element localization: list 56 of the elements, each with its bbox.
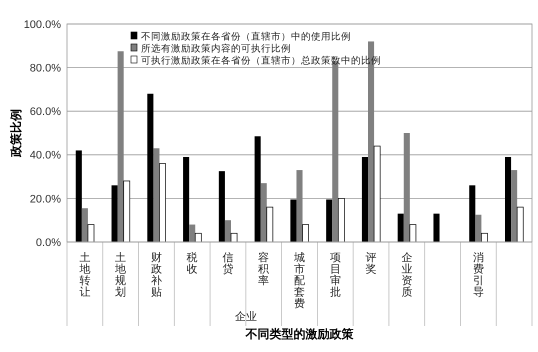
bar — [398, 214, 404, 242]
bar — [88, 224, 94, 242]
y-tick-label: 100.0% — [24, 18, 62, 31]
x-tick-label: 信贷 — [222, 252, 234, 276]
bar — [260, 183, 267, 242]
bar — [266, 206, 274, 242]
bar — [511, 170, 518, 242]
legend-label: 所选有激励政策内容的可执行比例 — [141, 42, 291, 54]
bar — [475, 214, 482, 242]
x-tick-label: 项目审批 — [330, 252, 341, 299]
bar — [230, 232, 238, 242]
bar — [338, 198, 345, 242]
x-tick-label: 税收 — [186, 251, 198, 276]
bar — [290, 199, 296, 242]
bar — [404, 133, 410, 242]
bar — [374, 146, 381, 242]
bar — [123, 180, 130, 242]
x-tick-label: 消费引导 — [472, 251, 484, 299]
bar — [118, 51, 124, 242]
bar — [82, 208, 88, 242]
x-tick-label: 土地转让 — [78, 251, 90, 299]
y-tick-label: 80.0% — [30, 62, 62, 74]
bar — [218, 171, 225, 242]
x-tick-label: 土地规划 — [114, 251, 126, 299]
x-tick-label: 容积率 — [258, 251, 270, 288]
y-tick-label: 0.0% — [36, 236, 62, 249]
y-tick-label: 20.0% — [30, 193, 62, 206]
bar — [469, 185, 476, 242]
bar — [254, 136, 261, 242]
x-axis-title: 不同类型的激励政策 — [244, 327, 354, 341]
x-tick-label: 财政补贴 — [150, 251, 162, 299]
bar — [326, 199, 332, 242]
y-tick-label: 60.0% — [30, 106, 62, 118]
y-axis-title: 政策比例 — [9, 109, 24, 158]
x-tick-label: 城市配套费 — [293, 251, 305, 310]
bar — [183, 156, 190, 242]
x-tick-label: 评奖 — [366, 252, 377, 276]
x-tick-label: 企业资质 — [401, 252, 412, 299]
bar — [302, 224, 309, 242]
bar — [147, 94, 154, 242]
bar — [153, 148, 160, 242]
text: 企业 — [234, 310, 257, 323]
bar — [362, 156, 368, 242]
bar — [433, 214, 440, 242]
bar — [504, 156, 512, 242]
bar — [481, 232, 488, 242]
bar — [296, 170, 303, 242]
bar — [76, 150, 82, 242]
y-tick-label: 40.0% — [30, 150, 62, 162]
bar — [189, 224, 196, 242]
bar — [112, 185, 118, 242]
legend-label: 不同激励政策在各省份（直辖市）中的使用比例 — [141, 30, 351, 42]
bar — [224, 220, 231, 242]
bar — [516, 206, 524, 242]
bar — [410, 224, 416, 242]
bar — [159, 163, 166, 242]
